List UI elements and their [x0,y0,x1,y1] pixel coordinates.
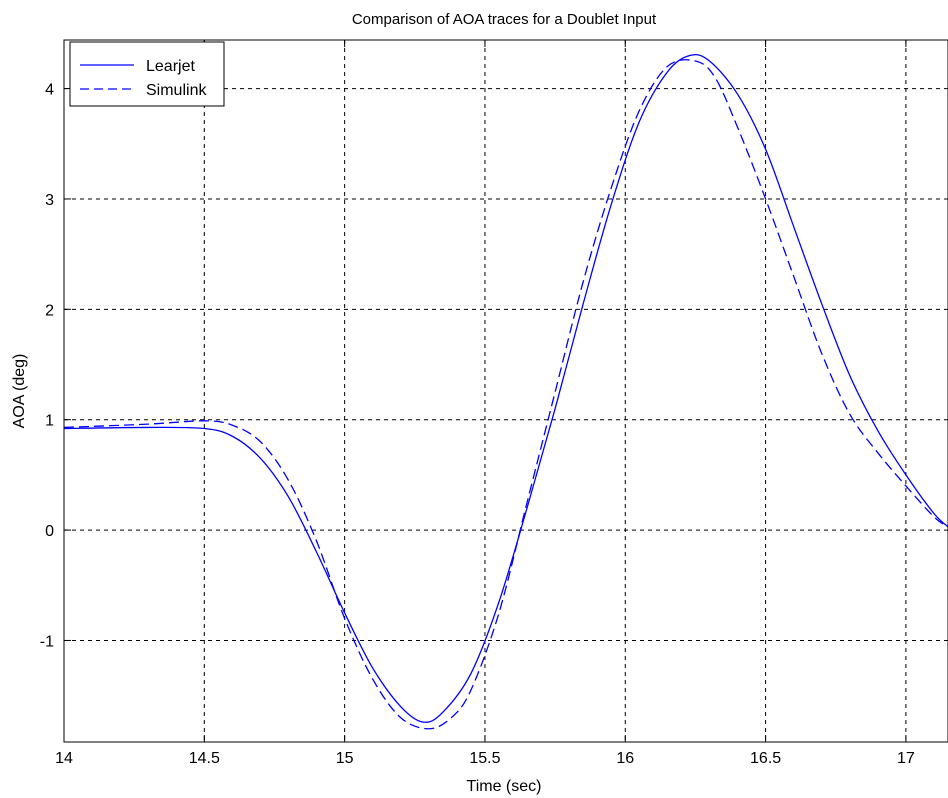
y-tick-label: -1 [40,633,54,650]
y-tick-label: 3 [45,192,54,209]
plot-frame [63,39,948,743]
y-tick-label: 2 [45,302,54,319]
legend: Learjet Simulink [69,41,225,107]
series-line-simulink [64,59,948,730]
series-line-learjet [64,53,948,723]
y-tick-label: 4 [45,82,54,99]
x-axis-label: Time (sec) [467,778,542,795]
plot-series [64,53,948,730]
y-tick-label: 0 [45,523,54,540]
x-tick-label: 14.5 [189,750,220,767]
x-tick-label: 16 [616,750,634,767]
legend-box [69,41,225,107]
legend-label-simulink: Simulink [146,82,207,99]
x-tick-label: 14 [55,750,73,767]
x-tick-label: 15 [336,750,354,767]
y-tick-label: 1 [45,413,54,430]
y-axis-label: AOA (deg) [11,354,28,429]
x-tick-label: 15.5 [469,750,500,767]
x-tick-label: 17 [897,750,915,767]
chart-title: Comparison of AOA traces for a Doublet I… [352,11,657,28]
grid-lines [63,40,948,742]
legend-label-learjet: Learjet [146,58,195,75]
x-tick-label: 16.5 [750,750,781,767]
axis-ticks: 14 14.5 15 15.5 16 16.5 17 -1 0 1 2 3 4 [40,40,915,767]
